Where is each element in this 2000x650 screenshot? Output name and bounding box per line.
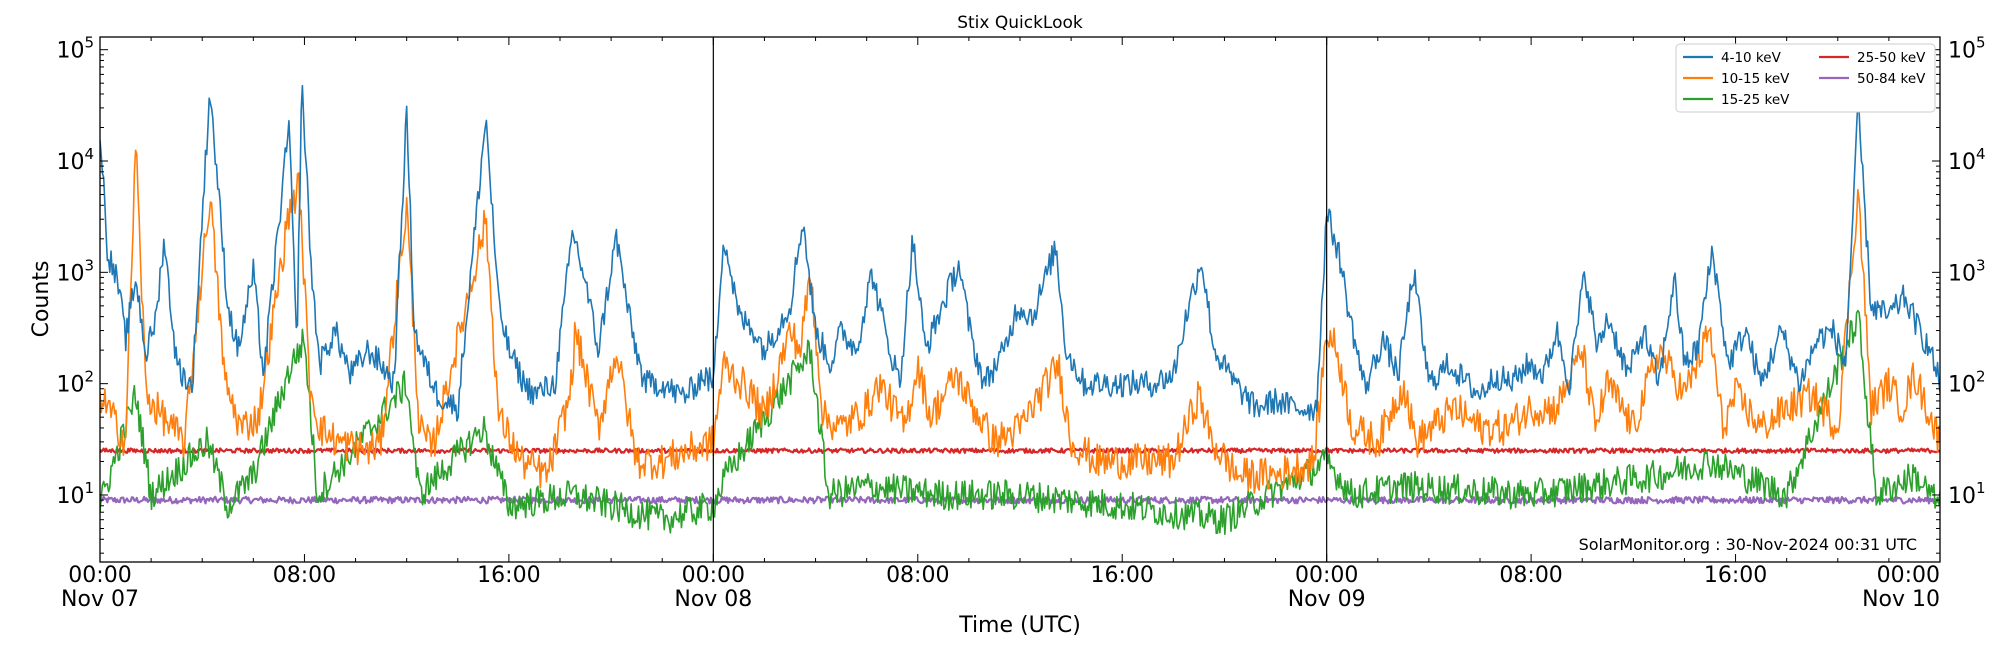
legend-label: 50-84 keV — [1857, 71, 1926, 87]
x-tick-time-label: 08:00 — [1499, 563, 1562, 588]
x-tick-date-label: Nov 09 — [1288, 587, 1366, 612]
y-tick-label-right: 104 — [1948, 145, 1986, 175]
legend: 4-10 keV 10-15 keV 15-25 keV 25-50 keV 50-84… — [1675, 43, 1936, 113]
x-tick-date-label: Nov 07 — [61, 587, 139, 612]
x-tick-time-label: 16:00 — [477, 563, 540, 588]
x-tick-time-label: 16:00 — [1704, 563, 1767, 588]
x-axis-label: Time (UTC) — [958, 613, 1081, 638]
series-line-15-25-kev — [100, 309, 1940, 536]
y-tick-label-left: 103 — [56, 256, 94, 286]
x-tick-time-label: 00:00 — [68, 563, 131, 588]
y-tick-label-right: 105 — [1948, 34, 1986, 64]
y-tick-label-left: 105 — [56, 34, 94, 64]
y-axis-ticks: 101 101 102 102 103 103 104 104 105 105 — [56, 34, 1986, 554]
x-tick-time-label: 00:00 — [1877, 563, 1940, 588]
x-tick-date-label: Nov 10 — [1862, 587, 1940, 612]
y-tick-label-right: 103 — [1948, 256, 1986, 286]
chart-title: Stix QuickLook — [957, 13, 1083, 33]
source-annotation: SolarMonitor.org : 30-Nov-2024 00:31 UTC — [1579, 535, 1917, 554]
series-line-4-10-kev — [100, 84, 1940, 422]
legend-label: 10-15 keV — [1721, 71, 1790, 87]
x-tick-time-label: 16:00 — [1091, 563, 1154, 588]
y-tick-label-left: 104 — [56, 145, 94, 175]
x-tick-time-label: 08:00 — [886, 563, 949, 588]
x-tick-time-label: 08:00 — [273, 563, 336, 588]
series-line-10-15-kev — [100, 149, 1940, 494]
y-tick-label-left: 101 — [56, 479, 94, 509]
legend-label: 25-50 keV — [1857, 50, 1926, 66]
y-tick-label-left: 102 — [56, 368, 94, 398]
legend-frame — [1675, 43, 1936, 113]
legend-label: 15-25 keV — [1721, 92, 1790, 108]
x-tick-date-label: Nov 08 — [674, 587, 752, 612]
series-layer — [100, 84, 1940, 536]
day-boundaries — [712, 37, 1328, 562]
x-tick-time-label: 00:00 — [1295, 563, 1358, 588]
y-tick-label-right: 102 — [1948, 368, 1986, 398]
y-axis-label: Counts — [29, 261, 54, 338]
series-line-25-50-kev — [100, 447, 1940, 454]
y-tick-label-right: 101 — [1948, 479, 1986, 509]
x-tick-time-label: 00:00 — [682, 563, 745, 588]
series-line-50-84-kev — [100, 495, 1940, 505]
legend-label: 4-10 keV — [1721, 50, 1782, 66]
